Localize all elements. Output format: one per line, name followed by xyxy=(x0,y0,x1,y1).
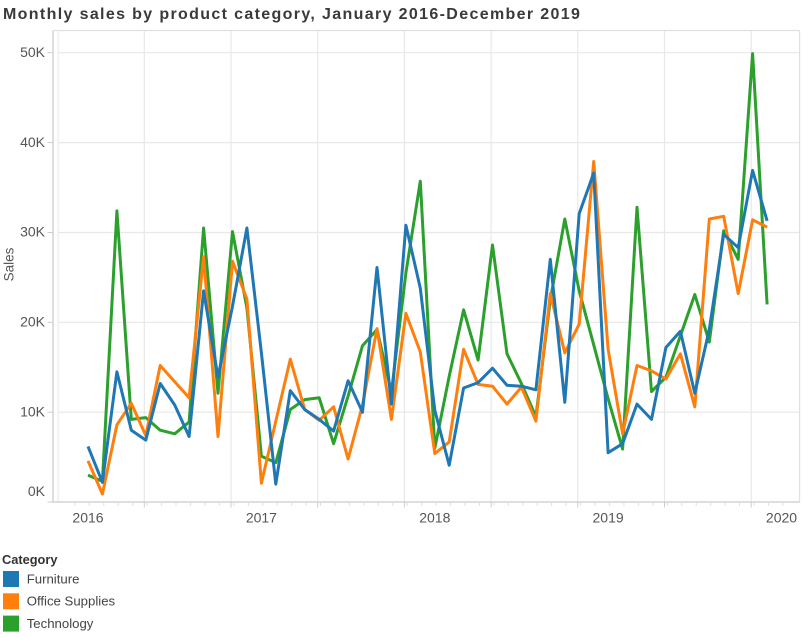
svg-text:Category: Category xyxy=(2,552,58,567)
svg-text:10K: 10K xyxy=(20,403,46,419)
svg-text:40K: 40K xyxy=(20,134,46,150)
svg-text:2019: 2019 xyxy=(593,510,624,526)
svg-text:Monthly sales by product categ: Monthly sales by product category, Janua… xyxy=(3,6,581,23)
svg-text:2020: 2020 xyxy=(766,510,797,526)
svg-text:0K: 0K xyxy=(28,483,46,499)
svg-text:Furniture: Furniture xyxy=(27,571,80,586)
svg-text:30K: 30K xyxy=(20,224,46,240)
svg-text:50K: 50K xyxy=(20,44,46,60)
svg-text:Office Supplies: Office Supplies xyxy=(27,594,116,609)
svg-text:20K: 20K xyxy=(20,314,46,330)
svg-text:Technology: Technology xyxy=(27,616,94,631)
svg-text:2017: 2017 xyxy=(246,510,277,526)
svg-text:2018: 2018 xyxy=(419,510,450,526)
svg-text:2016: 2016 xyxy=(72,510,103,526)
svg-text:Sales: Sales xyxy=(2,247,17,281)
